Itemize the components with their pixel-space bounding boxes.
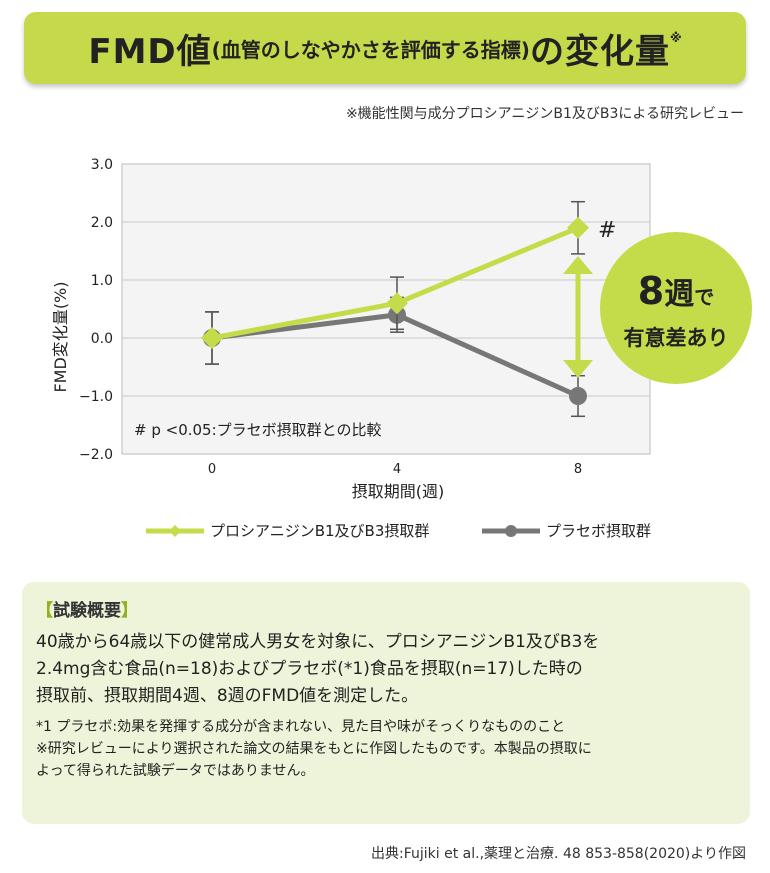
x-tick-label: 8 xyxy=(574,462,582,477)
legend-label: プラセボ摂取群 xyxy=(546,522,651,540)
x-axis-label: 摂取期間(週) xyxy=(352,482,445,501)
review-note-1: ※研究レビューにより選択された論文の結果をもとに作図したものです。本製品の摂取に xyxy=(36,741,592,757)
difference-arrow xyxy=(563,256,593,378)
callout-number: 8 xyxy=(638,269,664,313)
y-tick-label: 2.0 xyxy=(91,215,113,231)
title-mark: ※ xyxy=(669,31,682,45)
data-point xyxy=(201,327,223,349)
x-tick-label: 4 xyxy=(393,462,401,477)
title-banner: FMD値 (血管のしなやかさを評価する指標) の変化量 ※ xyxy=(24,12,746,84)
source-citation: 出典:Fujiki et al.,薬理と治療. 48 853-858(2020)… xyxy=(371,846,746,862)
legend-label: プロシアニジンB1及びB3摂取群 xyxy=(210,522,429,540)
callout-circle: 8週で 有意差あり xyxy=(600,232,752,384)
title-tail: の変化量 xyxy=(529,31,670,72)
y-axis-label: FMD変化量(%) xyxy=(51,281,70,392)
data-point xyxy=(569,387,587,405)
legend-swatch-marker xyxy=(505,525,517,537)
significance-mark: # xyxy=(598,218,616,243)
title-paren: (血管のしなやかさを評価する指標) xyxy=(211,37,530,62)
callout-unit: 週 xyxy=(664,277,694,312)
y-tick-label: 3.0 xyxy=(91,157,113,173)
summary-line-2: 2.4mg含む食品(n=18)およびプラセボ(*1)食品を摂取(n=17)した時… xyxy=(36,659,583,679)
plot-area xyxy=(121,163,651,455)
study-summary: 【試験概要】 40歳から64歳以下の健常成人男女を対象に、プロシアニジンB1及び… xyxy=(22,582,750,824)
y-tick-label: −1.0 xyxy=(79,389,113,405)
callout-text: 有意差あり xyxy=(624,326,729,350)
y-tick-labels: 3.0 2.0 1.0 0.0 −1.0 −2.0 xyxy=(79,157,113,463)
svg-text:8週で: 8週で xyxy=(638,269,714,313)
significance-note: # p <0.05:プラセボ摂取群との比較 xyxy=(134,421,382,439)
y-tick-label: 0.0 xyxy=(91,331,113,347)
x-tick-label: 0 xyxy=(208,462,216,477)
data-point xyxy=(386,292,408,315)
placebo-note: *1 プラセボ:効果を発揮する成分が含まれない、見た目や味がそっくりなもののこと xyxy=(36,719,566,735)
review-note-2: よって得られた試験データではありません。 xyxy=(36,763,315,779)
heading-open-bracket: 【 xyxy=(36,601,53,621)
summary-line-1: 40歳から64歳以下の健常成人男女を対象に、プロシアニジンB1及びB3を xyxy=(36,632,600,652)
y-tick-label: −2.0 xyxy=(79,447,113,463)
legend-item: プロシアニジンB1及びB3摂取群 xyxy=(146,522,429,540)
summary-notes: *1 プラセボ:効果を発揮する成分が含まれない、見た目や味がそっくりなもののこと… xyxy=(36,716,736,782)
summary-body: 40歳から64歳以下の健常成人男女を対象に、プロシアニジンB1及びB3を 2.4… xyxy=(36,629,736,710)
title-main: FMD値 xyxy=(88,31,212,72)
callout-particle: で xyxy=(694,285,714,309)
fmd-line-chart: 3.0 2.0 1.0 0.0 −1.0 −2.0 0 4 8 FMD変化量(%) 摂取期間(… xyxy=(51,157,752,540)
legend-item: プラセボ摂取群 xyxy=(482,522,651,540)
summary-line-3: 摂取前、摂取期間4週、8週のFMD値を測定した。 xyxy=(36,686,419,706)
summary-heading: 【試験概要】 xyxy=(36,596,736,621)
legend: プロシアニジンB1及びB3摂取群 プラセボ摂取群 xyxy=(146,522,651,540)
data-point xyxy=(567,216,589,239)
study-subnote: ※機能性関与成分プロシアニジンB1及びB3による研究レビュー xyxy=(345,106,744,122)
summary-heading-text: 試験概要 xyxy=(53,601,121,621)
heading-close-bracket: 】 xyxy=(121,601,138,621)
y-tick-label: 1.0 xyxy=(91,273,113,289)
x-tick-labels: 0 4 8 xyxy=(208,462,582,477)
legend-swatch-marker xyxy=(169,525,181,537)
